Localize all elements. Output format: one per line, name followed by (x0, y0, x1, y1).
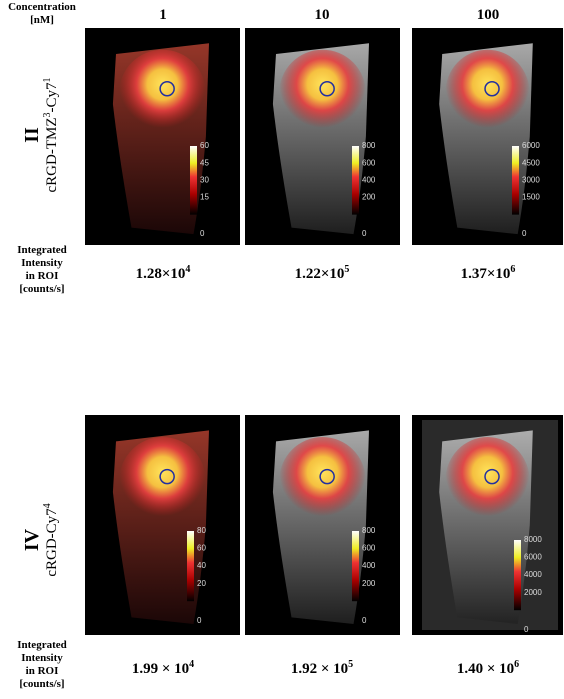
colorbar-tick-label: 4500 (522, 158, 540, 167)
colorbar-tick-label: 600 (362, 544, 376, 553)
intensity-label: Integrated (17, 244, 67, 256)
colorbar (514, 540, 521, 611)
colorbar-tick-label: 600 (362, 158, 376, 167)
intensity-value: 1.99 × 104 (132, 659, 194, 677)
intensity-base: 1.40 × 10 (457, 661, 514, 677)
intensity-label: Integrated (17, 639, 67, 651)
intensity-label: [counts/s] (19, 283, 64, 295)
intensity-exponent: 5 (348, 659, 353, 670)
column-header: 100 (477, 7, 500, 23)
column-header: 1 (159, 7, 167, 23)
compound-part: -Cy7 (44, 82, 60, 113)
intensity-value: 1.28×104 (136, 264, 191, 282)
colorbar (187, 531, 194, 602)
colorbar-tick-label: 20 (197, 579, 206, 588)
colorbar-tick-label: 15 (200, 193, 209, 202)
colorbar (352, 531, 359, 602)
colorbar-tick-label: 3000 (522, 175, 540, 184)
colorbar-tick-label: 6000 (524, 553, 542, 562)
image-panel: 60 45 30 15 0 (85, 28, 240, 245)
colorbar-tick-label: 2000 (524, 588, 542, 597)
compound-name: cRGD-TMZ3-Cy71 (42, 78, 60, 193)
image-panel: 8000 6000 4000 2000 0 (412, 415, 563, 635)
colorbar-tick-label: 400 (362, 561, 376, 570)
compound-part: cRGD-TMZ (44, 118, 60, 193)
intensity-exponent: 6 (510, 264, 515, 275)
colorbar-tick-label: 800 (362, 141, 376, 150)
compound-part: cRGD-Cy7 (44, 508, 60, 577)
colorbar-tick-label: 200 (362, 579, 376, 588)
roi (319, 468, 335, 485)
colorbar-tick-label: 6000 (522, 141, 540, 150)
colorbar-tick-label: 200 (362, 193, 376, 202)
image-panel: 80 60 40 20 0 (85, 415, 240, 635)
panel-roman: IV (21, 528, 43, 551)
colorbar-tick-label: 0 (197, 616, 202, 625)
roi (159, 468, 175, 485)
colorbar-tick-label: 8000 (524, 535, 542, 544)
superscript: 1 (42, 78, 53, 83)
colorbar-tick-label: 0 (362, 229, 367, 238)
intensity-label: in ROI (26, 270, 59, 282)
superscript: 3 (42, 113, 53, 118)
intensity-exponent: 4 (189, 659, 194, 670)
concentration-unit: [nM] (30, 14, 54, 26)
colorbar-tick-label: 0 (524, 625, 529, 634)
colorbar-tick-label: 80 (197, 526, 206, 535)
colorbar (512, 146, 519, 215)
intensity-value: 1.40 × 106 (457, 659, 519, 677)
roi (484, 81, 500, 97)
colorbar-tick-label: 0 (200, 229, 205, 238)
colorbar-tick-label: 800 (362, 526, 376, 535)
column-header: 10 (315, 7, 330, 23)
roi (319, 81, 335, 97)
intensity-base: 1.37×10 (461, 266, 511, 282)
intensity-label: in ROI (26, 665, 59, 677)
panel-roman: II (21, 127, 43, 143)
intensity-exponent: 4 (185, 264, 190, 275)
colorbar-tick-label: 45 (200, 158, 209, 167)
intensity-value: 1.22×105 (295, 264, 350, 282)
intensity-label: Intensity (21, 257, 63, 269)
colorbar-tick-label: 30 (200, 175, 209, 184)
intensity-exponent: 6 (514, 659, 519, 670)
intensity-base: 1.22×10 (295, 266, 345, 282)
roi (484, 468, 500, 485)
colorbar-tick-label: 0 (522, 229, 527, 238)
image-panel: 800 600 400 200 0 (245, 415, 400, 635)
intensity-value: 1.92 × 105 (291, 659, 353, 677)
concentration-label: Concentration (8, 1, 76, 13)
colorbar-tick-label: 40 (197, 561, 206, 570)
intensity-label: [counts/s] (19, 678, 64, 690)
roi (159, 81, 175, 97)
colorbar-tick-label: 400 (362, 175, 376, 184)
colorbar-tick-label: 1500 (522, 193, 540, 202)
colorbar-tick-label: 0 (362, 616, 367, 625)
image-panel: 800 600 400 200 0 (245, 28, 400, 245)
intensity-label: Intensity (21, 652, 63, 664)
image-panel: 6000 4500 3000 1500 0 (412, 28, 563, 245)
superscript: 4 (42, 503, 53, 508)
intensity-value: 1.37×106 (461, 264, 516, 282)
colorbar-tick-label: 60 (200, 141, 209, 150)
colorbar (190, 146, 197, 215)
intensity-base: 1.99 × 10 (132, 661, 189, 677)
compound-name: cRGD-Cy74 (42, 503, 60, 576)
colorbar-tick-label: 4000 (524, 570, 542, 579)
intensity-base: 1.92 × 10 (291, 661, 348, 677)
intensity-exponent: 5 (344, 264, 349, 275)
colorbar-tick-label: 60 (197, 544, 206, 553)
intensity-base: 1.28×10 (136, 266, 186, 282)
colorbar (352, 146, 359, 215)
